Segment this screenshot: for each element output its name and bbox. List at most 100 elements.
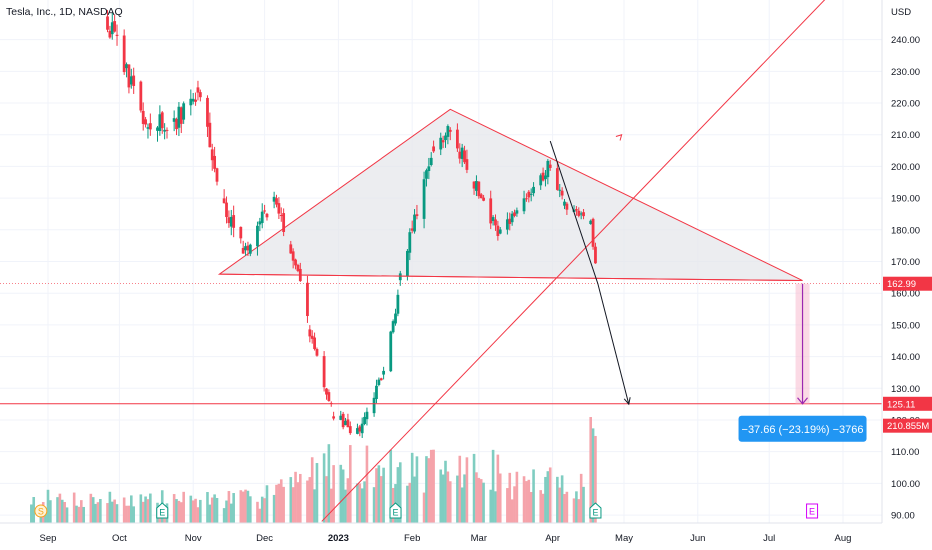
candle-body: [344, 420, 347, 426]
candle-body: [577, 210, 581, 216]
volume-bar: [460, 487, 464, 523]
x-tick-label: Jun: [690, 533, 705, 544]
candle-body: [422, 179, 426, 219]
event-marker-earnings[interactable]: E: [389, 502, 402, 519]
volume-bar: [58, 493, 62, 523]
candle-body: [177, 106, 181, 128]
candle-body: [563, 201, 566, 206]
y-tick-label: 220.00: [891, 99, 920, 110]
candle-body: [427, 166, 431, 172]
volume-bar: [465, 457, 469, 523]
volume-bar: [527, 479, 531, 523]
event-marker-earnings[interactable]: E: [589, 502, 602, 519]
earnings-marker-label: E: [159, 508, 165, 518]
candle-body: [565, 203, 569, 210]
x-tick-label: Dec: [256, 533, 273, 544]
candle-body: [141, 110, 145, 124]
candle-body: [391, 321, 395, 333]
volume-bar: [60, 499, 64, 523]
time-axis[interactable]: Sep Oct Nov Dec 2023 Feb Mar Apr May Jun Jul Aug: [40, 533, 852, 544]
y-tick-label: 210.00: [891, 130, 920, 141]
candle-body: [410, 228, 414, 231]
event-marker-earnings-future[interactable]: E: [806, 503, 819, 519]
measure-label-box: [738, 415, 867, 442]
volume-bar: [275, 484, 278, 523]
candle-body: [198, 92, 202, 98]
candle-body: [313, 337, 316, 350]
candle-body: [444, 135, 447, 141]
price-axis[interactable]: USD 240.00 230.00 220.00 210.00 200.00 190.00 1…: [883, 7, 932, 522]
candle-body: [239, 226, 243, 239]
candle-body: [272, 196, 276, 202]
volume-bar: [196, 507, 200, 523]
candle-body: [415, 214, 419, 217]
candle-body: [594, 246, 597, 264]
candle-body: [279, 215, 283, 217]
volume-bar: [498, 473, 502, 523]
volume-bar: [332, 465, 335, 523]
earnings-icon: [589, 502, 602, 519]
candle-body: [265, 213, 269, 218]
event-marker-earnings[interactable]: E: [156, 502, 169, 519]
candle-body: [165, 129, 169, 131]
candle-body: [341, 413, 345, 428]
volume-bar: [32, 497, 36, 523]
candle-body: [229, 216, 233, 227]
x-tick-label: Sep: [40, 533, 57, 544]
candle-body: [156, 127, 159, 131]
candle-body: [248, 244, 252, 254]
price-tag-label: 210.855M: [887, 421, 929, 432]
volume-bar: [232, 493, 235, 523]
neckline: [219, 273, 803, 282]
y-tick-label: 130.00: [891, 384, 920, 395]
candle-body: [146, 127, 150, 129]
volume-bar: [108, 491, 112, 523]
volume-bar: [315, 463, 319, 523]
volume-bar: [356, 483, 359, 523]
chart-title: Tesla, Inc., 1D, NASDAQ: [6, 6, 123, 18]
volume-bar: [463, 474, 466, 523]
volume-bar: [96, 502, 100, 523]
candle-body: [513, 212, 516, 216]
time-axis-background: [0, 523, 932, 550]
x-tick-label: Oct: [112, 533, 127, 544]
volume-bar: [522, 476, 526, 523]
candle-body: [110, 22, 114, 35]
candle-body: [475, 181, 478, 191]
candle-body: [425, 170, 428, 179]
volume-bar: [482, 482, 485, 523]
candle-body: [213, 155, 217, 169]
event-marker-split[interactable]: S: [34, 504, 48, 518]
volume-bar: [99, 499, 102, 523]
volume-bar: [429, 449, 433, 523]
earnings-marker-label: E: [592, 508, 598, 518]
candle-body: [215, 168, 219, 182]
volume-bar: [210, 497, 214, 523]
volume-bar: [489, 489, 493, 523]
volume-bar: [448, 481, 452, 523]
candle-body: [132, 75, 136, 86]
projection-path: [549, 140, 630, 405]
candle-body: [548, 164, 552, 168]
volume-bar: [406, 485, 409, 523]
measure-arrowhead: [797, 397, 808, 405]
candle-body: [227, 217, 231, 224]
candle-body: [544, 175, 547, 180]
candle-body: [479, 194, 483, 199]
volume-bar: [244, 489, 247, 523]
candle-body: [365, 411, 369, 420]
candle-body: [439, 137, 443, 150]
volume-bar: [215, 497, 219, 523]
y-tick-label: 180.00: [891, 225, 920, 236]
volume-bar: [341, 469, 345, 523]
candle-body: [575, 209, 578, 211]
candle-body: [527, 191, 531, 198]
candle-body: [394, 313, 397, 324]
volume-bar: [441, 474, 445, 523]
volume-bar: [82, 506, 86, 523]
volume-bar: [365, 445, 369, 523]
candle-body: [448, 129, 452, 132]
volume-bar: [310, 457, 314, 523]
